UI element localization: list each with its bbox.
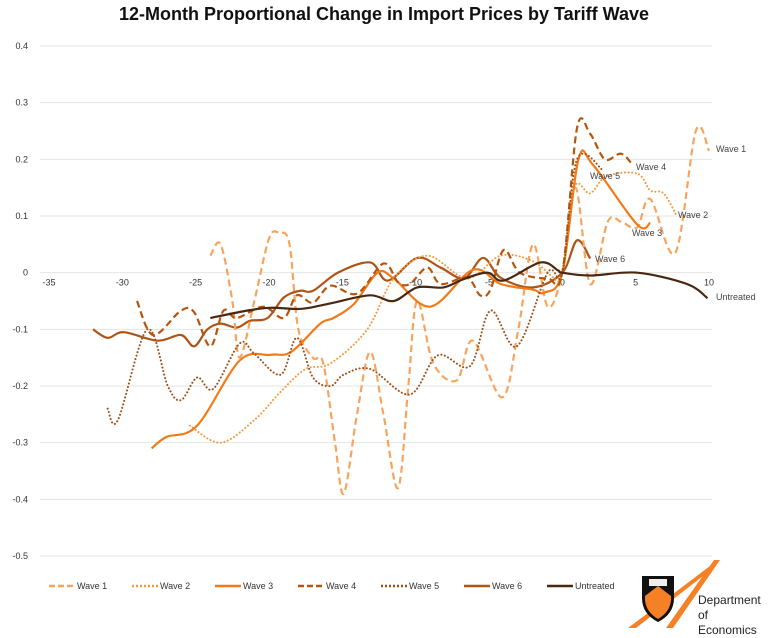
- series-line-wave-3: [150, 149, 651, 450]
- y-tick-label: 0: [23, 268, 28, 278]
- x-tick-label: -25: [189, 278, 202, 288]
- legend-label: Wave 6: [492, 581, 522, 591]
- series-end-label: Wave 3: [632, 228, 662, 238]
- legend-label: Wave 4: [326, 581, 356, 591]
- y-tick-label: 0.2: [15, 154, 28, 164]
- y-tick-label: -0.1: [12, 324, 28, 334]
- legend-label: Wave 2: [160, 581, 190, 591]
- y-tick-label: -0.4: [12, 494, 28, 504]
- series-line-untreated: [210, 261, 709, 320]
- series-end-labels: Wave 1 Wave 2 Wave 3 Wave 4 Wave 5 Wave 6 Untr…: [590, 144, 756, 302]
- legend-label: Wave 3: [243, 581, 273, 591]
- x-tick-label: -20: [262, 278, 275, 288]
- princeton-logo: [628, 560, 720, 628]
- y-tick-label: 0.3: [15, 98, 28, 108]
- series-lines: [92, 117, 711, 495]
- x-tick-label: -35: [42, 278, 55, 288]
- y-tick-label: 0.1: [15, 211, 28, 221]
- x-tick-label: -15: [336, 278, 349, 288]
- y-axis-ticks: 0.4 0.3 0.2 0.1 0 -0.1 -0.2 -0.3 -0.4 -0.5: [12, 41, 28, 561]
- x-tick-label: 10: [704, 278, 714, 288]
- y-tick-label: 0.4: [15, 41, 28, 51]
- x-tick-label: 5: [633, 278, 638, 288]
- series-end-label: Wave 6: [595, 254, 625, 264]
- gridlines: [40, 45, 712, 557]
- legend-label: Untreated: [575, 581, 615, 591]
- series-line-wave-4: [135, 117, 634, 348]
- x-tick-label: 0: [560, 278, 565, 288]
- y-tick-label: -0.3: [12, 438, 28, 448]
- legend-label: Wave 5: [409, 581, 439, 591]
- legend: Wave 1 Wave 2 Wave 3 Wave 4 Wave 5 Wave 6 Untr…: [49, 581, 615, 591]
- series-line-wave-6: [92, 239, 592, 348]
- y-tick-label: -0.2: [12, 381, 28, 391]
- series-end-label: Untreated: [716, 292, 756, 302]
- logo-text: Department of Economics: [698, 593, 768, 638]
- series-line-wave-1: [209, 125, 711, 495]
- x-tick-label: -5: [485, 278, 493, 288]
- series-end-label: Wave 1: [716, 144, 746, 154]
- x-tick-label: -10: [409, 278, 422, 288]
- x-tick-label: -30: [116, 278, 129, 288]
- series-end-label: Wave 4: [636, 162, 666, 172]
- series-line-wave-5: [106, 152, 605, 426]
- logo-swoosh: [666, 560, 720, 628]
- series-end-label: Wave 2: [678, 210, 708, 220]
- legend-label: Wave 1: [77, 581, 107, 591]
- logo-line-1: Department: [698, 593, 761, 607]
- y-tick-label: -0.5: [12, 551, 28, 561]
- x-axis-ticks: -35 -30 -25 -20 -15 -10 -5 0 5 10: [42, 278, 714, 288]
- series-end-label: Wave 5: [590, 171, 620, 181]
- chart-title: 12-Month Proportional Change in Import P…: [118, 4, 650, 24]
